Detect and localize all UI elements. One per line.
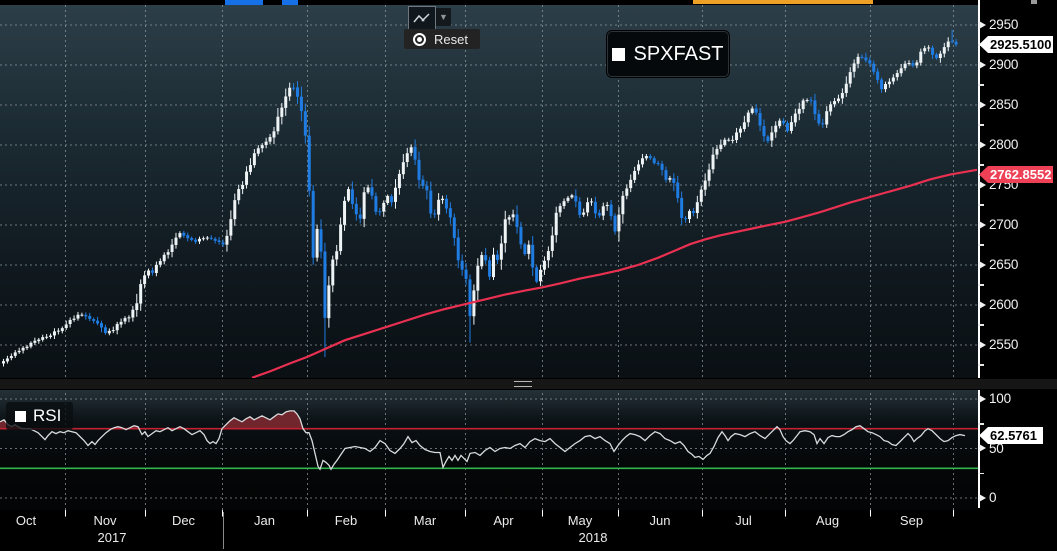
- cutoff-button-fragment-blue-2[interactable]: [282, 0, 298, 5]
- gridlines: [0, 5, 978, 510]
- chart-canvas[interactable]: [0, 0, 978, 551]
- line-chart-icon: [413, 12, 430, 22]
- rsi-label: RSI: [33, 406, 62, 425]
- price-tick-arrow: [979, 260, 986, 269]
- x-axis-month-label: Nov: [93, 513, 117, 528]
- security-legend[interactable]: SPXFAST: [607, 31, 729, 77]
- x-axis-month-label: Aug: [815, 513, 840, 528]
- rsi-minor-tick: [978, 472, 984, 474]
- price-minor-tick: [978, 244, 984, 246]
- price-tick-label: 2800: [989, 137, 1019, 152]
- rsi-axis-line: [978, 390, 980, 508]
- rsi-minor-tick: [978, 423, 984, 425]
- x-axis-month-label: Oct: [15, 513, 37, 528]
- x-axis-month-label: Jun: [649, 513, 671, 528]
- price-tick-label: 2550: [989, 337, 1019, 352]
- legend-square-marker: [15, 410, 26, 422]
- price-tick-arrow: [979, 220, 986, 229]
- price-tick-arrow: [979, 100, 986, 109]
- x-axis-year-label: 2017: [97, 530, 127, 545]
- x-axis-year-label: 2018: [578, 530, 608, 545]
- price-axis-line: [978, 0, 980, 378]
- time-axis[interactable]: Oct Nov Dec Jan Feb Mar Apr May Jun Jul Aug Sep 2017…: [0, 510, 978, 551]
- x-axis-month-label: Feb: [334, 513, 358, 528]
- price-panel-bg: [0, 5, 978, 378]
- reset-button[interactable]: Reset: [404, 29, 480, 49]
- rsi-legend[interactable]: RSI: [6, 402, 74, 430]
- x-axis-month-label: Mar: [413, 513, 437, 528]
- price-tick-label: 2950: [989, 17, 1019, 32]
- x-axis-month-label: Jul: [735, 513, 752, 528]
- right-axis-panel[interactable]: 2950 2900 2850 2800 2750 2700 2650 2600 2550 100…: [978, 0, 1057, 551]
- x-axis-month-label: Dec: [171, 513, 196, 528]
- rsi-tick-arrow: [979, 493, 986, 502]
- price-minor-tick: [978, 164, 984, 166]
- candlesticks: [2, 29, 958, 367]
- reset-button-label: Reset: [434, 31, 468, 47]
- price-tick-arrow: [979, 180, 986, 189]
- rsi-line: [0, 410, 966, 471]
- chart-type-dropdown[interactable]: ▼: [436, 8, 451, 26]
- panel-resize-handle[interactable]: [514, 381, 532, 387]
- price-tick-label: 2650: [989, 257, 1019, 272]
- price-tick-label: 2850: [989, 97, 1019, 112]
- price-tick-arrow: [979, 300, 986, 309]
- price-minor-tick: [978, 284, 984, 286]
- price-tick-arrow: [979, 140, 986, 149]
- rsi-tick-label: 0: [989, 490, 997, 505]
- price-tick-arrow: [979, 20, 986, 29]
- price-minor-tick: [978, 84, 984, 86]
- price-minor-tick: [978, 364, 984, 366]
- rsi-tick-arrow: [979, 444, 986, 452]
- rsi-value-tag: 62.5761: [979, 427, 1043, 444]
- price-tick-arrow: [979, 340, 986, 349]
- security-symbol: SPXFAST: [633, 42, 724, 65]
- x-axis-month-label: Jan: [254, 513, 275, 528]
- price-minor-tick: [978, 324, 984, 326]
- price-tick-label: 2700: [989, 217, 1019, 232]
- chevron-down-icon: ▼: [439, 12, 448, 22]
- price-minor-tick: [978, 204, 984, 206]
- panel-resize-bar[interactable]: [0, 378, 1057, 390]
- cutoff-button-fragment-orange[interactable]: [693, 0, 873, 4]
- moving-average-line: [251, 168, 978, 378]
- legend-square-marker: [612, 47, 626, 61]
- year-separator: [222, 512, 224, 549]
- rsi-tick-label: 100: [989, 391, 1011, 406]
- price-minor-tick: [978, 124, 984, 126]
- price-tick-arrow: [979, 60, 986, 69]
- x-axis-month-label: Apr: [493, 513, 514, 528]
- x-axis-month-label: Sep: [899, 513, 924, 528]
- month-ticks: [65, 510, 954, 517]
- price-tick-label: 2600: [989, 297, 1019, 312]
- scrollbar-fragment-gray[interactable]: [1031, 0, 1037, 4]
- rsi-tick-arrow: [979, 394, 986, 403]
- moving-average-tag: 2762.8552: [979, 166, 1053, 183]
- cutoff-button-fragment-blue-1[interactable]: [225, 0, 263, 5]
- rsi-tick-label: 50: [989, 440, 1004, 456]
- last-price-tag: 2925.5100: [979, 36, 1053, 53]
- chart-type-button[interactable]: [408, 6, 436, 30]
- x-axis-month-label: May: [567, 513, 593, 528]
- price-tick-label: 2900: [989, 57, 1019, 72]
- record-circle-icon: [413, 32, 426, 46]
